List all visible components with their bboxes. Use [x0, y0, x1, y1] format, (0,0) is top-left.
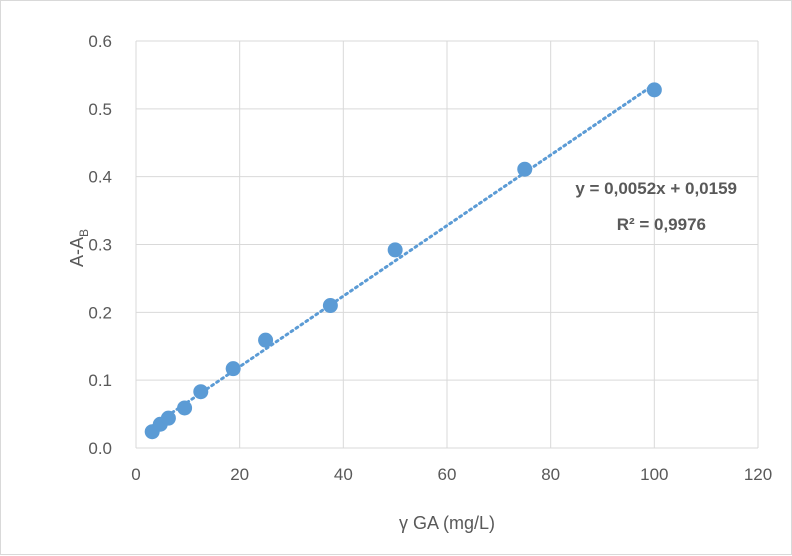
- linear-trendline: [150, 82, 656, 428]
- x-axis-title: γ GA (mg/L): [399, 513, 495, 533]
- y-tick-label: 0.2: [88, 303, 112, 322]
- data-point: [193, 384, 209, 400]
- x-tick-label: 60: [438, 465, 457, 484]
- y-tick-label: 0.1: [88, 371, 112, 390]
- r-squared-label: R² = 0,9976: [617, 215, 706, 234]
- trendline-equation: y = 0,0052x + 0,0159: [575, 179, 737, 198]
- data-point: [160, 410, 176, 426]
- data-point: [225, 361, 241, 377]
- x-tick-label: 0: [131, 465, 140, 484]
- x-tick-label: 120: [744, 465, 772, 484]
- gridlines: [135, 40, 759, 449]
- y-tick-label: 0.5: [88, 100, 112, 119]
- y-tick-label: 0.6: [88, 32, 112, 51]
- data-point: [387, 242, 403, 258]
- data-point: [177, 400, 193, 416]
- data-point: [322, 298, 338, 314]
- x-tick-label: 80: [541, 465, 560, 484]
- data-points: [144, 82, 662, 440]
- y-tick-label: 0.0: [88, 439, 112, 458]
- x-tick-label: 100: [640, 465, 668, 484]
- x-tick-label: 40: [334, 465, 353, 484]
- y-axis-title: A-AB: [67, 229, 91, 267]
- y-tick-label: 0.4: [88, 168, 112, 187]
- y-axis-title-subscript: B: [77, 229, 91, 237]
- y-tick-label: 0.3: [88, 236, 112, 255]
- x-tick-labels: 0 20 40 60 80 100 120: [131, 465, 772, 484]
- data-point: [258, 332, 274, 348]
- x-tick-label: 20: [230, 465, 249, 484]
- data-point: [517, 161, 533, 177]
- data-point: [646, 82, 662, 98]
- y-axis-title-main: A-A: [67, 237, 87, 267]
- y-tick-labels: 0.0 0.1 0.2 0.3 0.4 0.5 0.6: [88, 32, 112, 458]
- trendline-layer: [150, 82, 656, 428]
